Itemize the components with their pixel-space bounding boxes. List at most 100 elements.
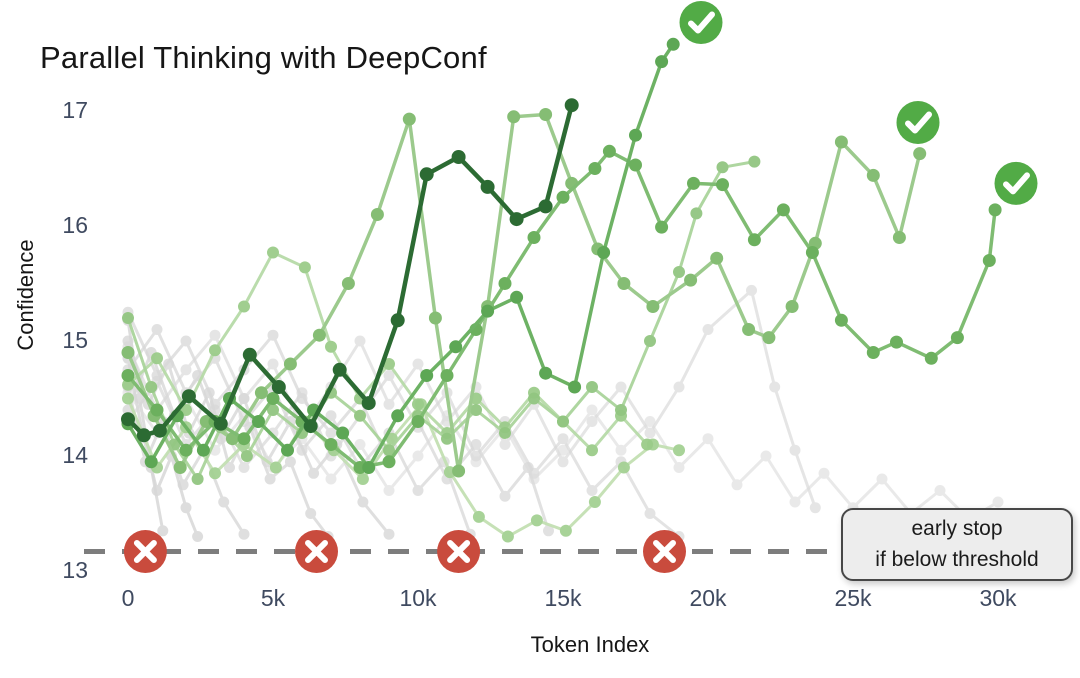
data-point xyxy=(390,313,405,328)
data-point xyxy=(710,251,724,265)
data-point xyxy=(499,490,511,502)
data-point xyxy=(950,331,964,345)
data-point xyxy=(296,444,308,456)
data-point xyxy=(615,381,627,393)
data-point xyxy=(312,328,326,342)
data-point xyxy=(382,455,396,469)
data-point xyxy=(655,220,669,234)
data-point xyxy=(673,381,685,393)
data-point xyxy=(498,277,512,290)
success-marker xyxy=(994,161,1038,205)
data-point xyxy=(481,304,495,318)
data-point xyxy=(528,473,540,485)
data-point xyxy=(238,393,250,404)
data-point xyxy=(362,461,376,474)
data-point xyxy=(673,266,685,278)
data-point xyxy=(428,311,442,325)
data-point xyxy=(150,403,164,417)
data-point xyxy=(254,386,268,400)
data-point xyxy=(530,514,543,527)
x-tick-10k: 10k xyxy=(399,585,437,611)
data-point xyxy=(742,323,756,336)
data-point xyxy=(539,108,553,121)
data-point xyxy=(470,456,482,468)
data-point xyxy=(789,496,801,508)
data-point xyxy=(785,300,799,313)
data-point xyxy=(557,433,569,445)
data-point xyxy=(121,369,135,382)
fail-marker xyxy=(295,530,338,573)
data-point xyxy=(602,144,616,158)
data-point xyxy=(747,233,761,247)
data-point xyxy=(557,444,569,456)
data-point xyxy=(267,404,279,416)
data-point xyxy=(121,346,135,359)
data-point xyxy=(209,467,221,480)
data-point xyxy=(509,212,524,227)
data-point xyxy=(305,508,317,519)
data-point xyxy=(411,415,425,428)
data-point xyxy=(383,398,395,410)
data-point xyxy=(412,485,424,496)
y-tick-15: 15 xyxy=(62,327,88,353)
data-point xyxy=(173,461,187,474)
data-point xyxy=(237,432,251,446)
data-point xyxy=(157,525,169,537)
data-point xyxy=(789,444,801,456)
data-point xyxy=(673,462,685,473)
data-point xyxy=(177,479,189,491)
data-point xyxy=(586,485,598,496)
data-point xyxy=(354,409,366,422)
data-point xyxy=(324,438,338,451)
data-point xyxy=(420,369,434,382)
data-point xyxy=(419,167,434,182)
data-point xyxy=(568,380,582,394)
data-point xyxy=(391,409,405,423)
data-point xyxy=(356,473,369,485)
data-point xyxy=(452,464,466,478)
data-point xyxy=(383,370,395,381)
trace-winner-late-riser xyxy=(121,144,1002,474)
data-point xyxy=(644,427,656,439)
data-point xyxy=(303,419,318,434)
data-point xyxy=(336,426,350,440)
data-point xyxy=(325,340,337,353)
data-point xyxy=(281,443,294,457)
data-point xyxy=(769,381,781,393)
data-point xyxy=(556,190,570,204)
data-point xyxy=(472,510,485,523)
data-point xyxy=(992,496,1004,508)
data-point xyxy=(586,416,598,427)
data-point xyxy=(121,412,135,427)
data-point xyxy=(283,357,297,371)
data-point xyxy=(762,331,776,345)
data-point xyxy=(690,207,703,220)
data-point xyxy=(644,416,656,427)
data-point xyxy=(615,444,627,456)
data-point xyxy=(586,404,598,416)
y-tick-13: 13 xyxy=(62,557,88,583)
data-point xyxy=(805,246,819,259)
early-stop-annotation: early stop if below threshold xyxy=(841,508,1073,581)
data-point xyxy=(441,432,453,445)
data-point xyxy=(557,415,569,428)
data-point xyxy=(557,456,569,468)
data-point xyxy=(192,531,204,542)
success-marker xyxy=(896,101,940,144)
data-point xyxy=(298,261,311,274)
data-point xyxy=(588,496,601,508)
data-point xyxy=(383,485,395,496)
data-point xyxy=(383,444,395,457)
data-point xyxy=(238,462,250,473)
data-point xyxy=(122,392,134,405)
data-point xyxy=(180,335,192,347)
annotation-line-1: early stop xyxy=(911,517,1003,541)
data-point xyxy=(122,312,134,324)
data-point xyxy=(449,340,463,354)
data-point xyxy=(834,135,848,149)
data-point xyxy=(866,346,880,359)
data-point xyxy=(731,479,743,491)
trace-winner-high-plateau xyxy=(121,108,927,478)
data-point xyxy=(934,485,946,496)
data-point xyxy=(501,530,514,543)
